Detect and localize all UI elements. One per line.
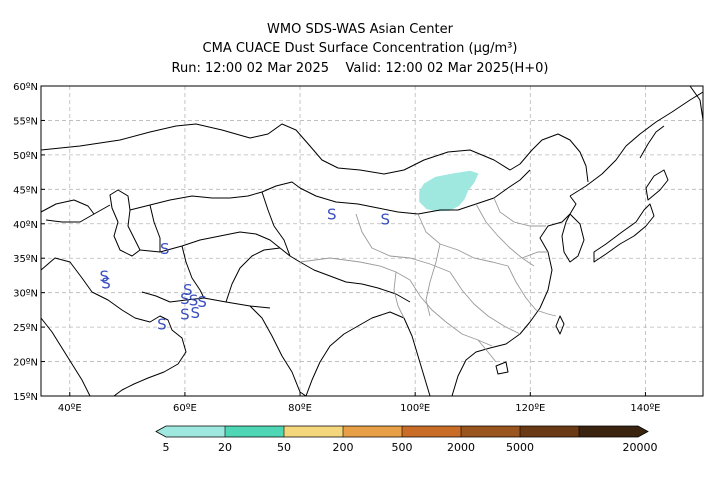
colorbar-label: 5 (163, 441, 170, 454)
lon-tick-label: 60ºE (173, 403, 197, 414)
lon-tick-label: 100ºE (400, 403, 430, 414)
axis-ticks: 15ºN 20ºN 25ºN 30ºN 35ºN 40ºN 45ºN 50ºN 55ºN 60ºN… (13, 82, 660, 414)
lon-tick-label: 40ºE (58, 403, 82, 414)
lat-tick-label: 45ºN (13, 185, 38, 196)
lat-tick-label: 20ºN (13, 358, 38, 369)
dust-source-mark: S (160, 240, 170, 258)
colorbar-segment (402, 426, 461, 437)
dust-source-mark: S (189, 292, 199, 310)
run-valid-time: Run: 12:00 02 Mar 2025 Valid: 12:00 02 M… (171, 61, 549, 76)
colorbar-segment (461, 426, 520, 437)
lat-tick-label: 55ºN (13, 116, 38, 127)
lat-tick-label: 50ºN (13, 151, 38, 162)
colorbar-label: 200 (333, 441, 354, 454)
colorbar-label: 2000 (447, 441, 475, 454)
dust-source-mark: S (157, 316, 167, 334)
colorbar-legend: 5 20 50 200 500 2000 5000 20000 (155, 425, 658, 454)
graticule (41, 86, 703, 396)
colorbar-segment (284, 426, 343, 437)
province-boundaries (299, 197, 557, 363)
lat-tick-label: 15ºN (13, 392, 38, 403)
dust-source-mark: S (101, 274, 111, 292)
colorbar-segment (343, 426, 402, 437)
colorbar-outline (155, 425, 649, 438)
chart-subtitle: CMA CUACE Dust Surface Concentration (μg… (202, 41, 518, 56)
colorbar-segment (156, 426, 225, 437)
lat-tick-label: 60ºN (13, 82, 38, 93)
colorbar-label: 5000 (506, 441, 534, 454)
dust-source-mark: S (197, 293, 207, 311)
dust-source-mark: S (180, 290, 190, 308)
dust-source-mark: S (180, 305, 190, 323)
map-frame (40, 85, 704, 397)
colorbar-label: 20 (218, 441, 232, 454)
dust-concentration-layer (419, 170, 479, 212)
lat-tick-label: 40ºN (13, 220, 38, 231)
colorbar-segment (225, 426, 284, 437)
lat-tick-label: 30ºN (13, 289, 38, 300)
colorbar-label: 500 (392, 441, 413, 454)
lat-tick-label: 25ºN (13, 323, 38, 334)
lat-tick-label: 35ºN (13, 254, 38, 265)
dust-source-mark: S (191, 304, 201, 322)
colorbar-label: 20000 (623, 441, 658, 454)
colorbar-segment (520, 426, 579, 437)
dust-source-mark: S (183, 281, 193, 299)
dust-source-mark: S (380, 210, 390, 228)
coastlines-and-borders (41, 86, 703, 396)
colorbar-segment (579, 426, 648, 437)
chart-title: WMO SDS-WAS Asian Center (267, 22, 453, 37)
colorbar-label: 50 (277, 441, 291, 454)
dust-source-mark: S (100, 267, 110, 285)
dust-source-mark: S (327, 205, 337, 223)
dust-area-mongolia (419, 170, 479, 212)
lon-tick-label: 80ºE (288, 403, 312, 414)
lon-tick-label: 120ºE (515, 403, 545, 414)
lon-tick-label: 140ºE (630, 403, 660, 414)
